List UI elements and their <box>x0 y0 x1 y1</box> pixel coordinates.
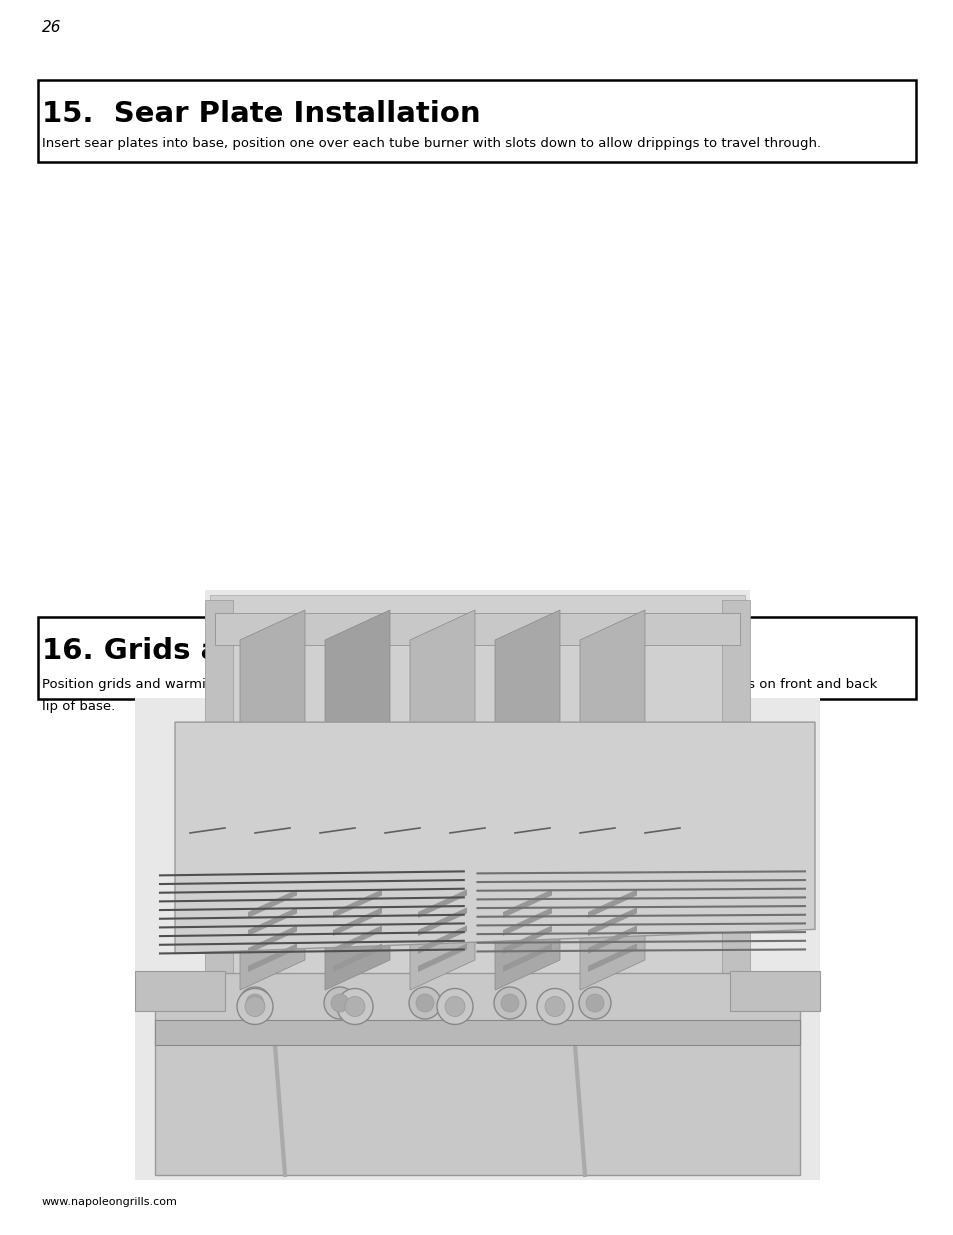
Circle shape <box>494 987 525 1019</box>
Circle shape <box>324 987 355 1019</box>
Polygon shape <box>333 944 381 972</box>
Bar <box>135 698 820 1179</box>
Bar <box>205 600 233 1015</box>
Polygon shape <box>502 944 552 972</box>
Polygon shape <box>579 610 644 990</box>
Circle shape <box>578 987 610 1019</box>
Circle shape <box>416 994 434 1011</box>
Text: Position grids and warming rack into base as shown.  Rest warming rack on bracke: Position grids and warming rack into bas… <box>42 678 877 692</box>
Bar <box>729 971 820 1011</box>
Polygon shape <box>417 925 467 953</box>
Text: 16. Grids and Warming Rack Installation: 16. Grids and Warming Rack Installation <box>42 637 704 664</box>
Polygon shape <box>587 908 637 936</box>
Polygon shape <box>248 889 296 918</box>
Polygon shape <box>417 889 467 918</box>
Polygon shape <box>240 610 305 990</box>
Text: Insert sear plates into base, position one over each tube burner with slots down: Insert sear plates into base, position o… <box>42 137 821 149</box>
Circle shape <box>239 987 271 1019</box>
Polygon shape <box>417 944 467 972</box>
Polygon shape <box>587 889 637 918</box>
Polygon shape <box>587 944 637 972</box>
Circle shape <box>409 987 440 1019</box>
Bar <box>214 613 740 645</box>
Circle shape <box>331 994 349 1011</box>
Circle shape <box>246 994 264 1011</box>
Polygon shape <box>417 908 467 936</box>
Polygon shape <box>333 925 381 953</box>
Bar <box>38 80 915 162</box>
Polygon shape <box>174 722 814 953</box>
Polygon shape <box>410 610 475 990</box>
Polygon shape <box>333 908 381 936</box>
Bar <box>38 618 915 699</box>
Bar <box>210 595 744 1020</box>
Polygon shape <box>502 889 552 918</box>
Polygon shape <box>248 925 296 953</box>
Polygon shape <box>587 925 637 953</box>
Text: 15.  Sear Plate Installation: 15. Sear Plate Installation <box>42 100 480 128</box>
Polygon shape <box>333 889 381 918</box>
Bar <box>154 1020 800 1045</box>
Polygon shape <box>502 925 552 953</box>
Polygon shape <box>248 908 296 936</box>
Bar <box>205 590 749 1025</box>
Circle shape <box>245 997 265 1016</box>
Text: lip of base.: lip of base. <box>42 700 115 713</box>
Bar <box>154 972 800 1174</box>
Circle shape <box>537 988 573 1025</box>
Polygon shape <box>502 908 552 936</box>
Circle shape <box>436 988 473 1025</box>
Bar <box>135 971 225 1011</box>
Circle shape <box>236 988 273 1025</box>
Circle shape <box>336 988 373 1025</box>
Circle shape <box>500 994 518 1011</box>
Polygon shape <box>495 610 559 990</box>
Text: 26: 26 <box>42 20 61 35</box>
Circle shape <box>345 997 365 1016</box>
Text: www.napoleongrills.com: www.napoleongrills.com <box>42 1197 177 1207</box>
Circle shape <box>585 994 603 1011</box>
Bar <box>721 600 749 1015</box>
Polygon shape <box>248 944 296 972</box>
Circle shape <box>444 997 464 1016</box>
Circle shape <box>544 997 564 1016</box>
Polygon shape <box>325 610 390 990</box>
